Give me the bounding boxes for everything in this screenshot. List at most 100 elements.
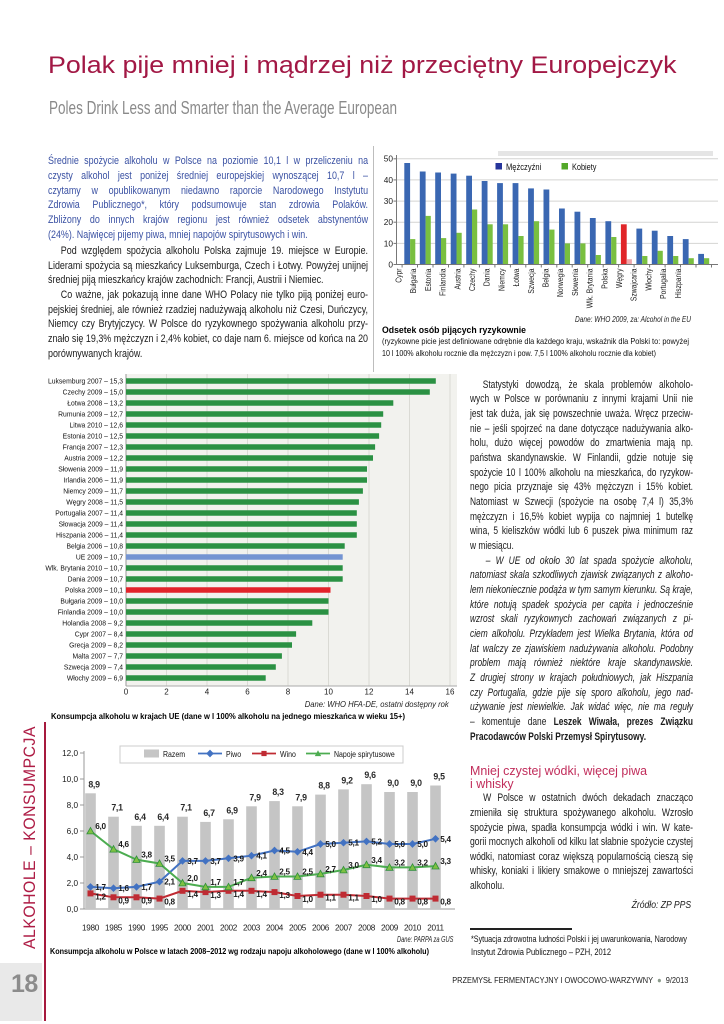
svg-text:Portugalia: Portugalia [658, 268, 668, 299]
svg-text:20: 20 [384, 217, 394, 227]
svg-text:Słowenia: Słowenia [570, 268, 580, 296]
svg-text:14: 14 [405, 688, 414, 697]
svg-text:2002: 2002 [220, 924, 238, 933]
svg-text:Wino: Wino [280, 749, 296, 759]
svg-text:Niemcy: Niemcy [497, 268, 507, 291]
svg-text:2,5: 2,5 [279, 868, 290, 877]
svg-text:Finlandia: Finlandia [438, 268, 448, 296]
svg-text:4,5: 4,5 [279, 847, 290, 856]
svg-text:9,5: 9,5 [433, 772, 445, 782]
svg-text:Hiszpania 2006 – 11,4: Hiszpania 2006 – 11,4 [56, 531, 123, 539]
svg-text:7,1: 7,1 [180, 803, 192, 813]
svg-text:Włochy: Włochy [644, 268, 654, 290]
svg-text:Wlk. Brytania: Wlk. Brytania [585, 268, 595, 308]
svg-text:Luksemburg 2007 – 15,3: Luksemburg 2007 – 15,3 [48, 377, 123, 385]
svg-text:0,8: 0,8 [417, 898, 428, 907]
svg-text:Napoje spirytusowe: Napoje spirytusowe [334, 749, 395, 759]
svg-text:12,0: 12,0 [62, 749, 78, 758]
svg-text:7,9: 7,9 [249, 792, 261, 802]
svg-text:Belgia: Belgia [541, 268, 551, 287]
svg-text:7,1: 7,1 [111, 803, 123, 813]
svg-text:4,4: 4,4 [302, 848, 313, 857]
svg-text:2,1: 2,1 [164, 878, 175, 887]
svg-text:1,1: 1,1 [348, 894, 359, 903]
svg-text:Austria: Austria [453, 268, 463, 290]
svg-text:Austria 2009 – 12,2: Austria 2009 – 12,2 [64, 454, 123, 462]
svg-text:1995: 1995 [151, 924, 169, 933]
svg-text:5,4: 5,4 [440, 835, 451, 844]
svg-text:1,4: 1,4 [187, 890, 198, 899]
svg-text:3,8: 3,8 [141, 851, 152, 860]
svg-text:3,4: 3,4 [371, 856, 382, 865]
svg-text:8: 8 [286, 688, 291, 697]
svg-text:Czechy 2009 – 15,0: Czechy 2009 – 15,0 [63, 388, 123, 396]
svg-text:Piwo: Piwo [226, 749, 241, 759]
svg-text:Szwajcaria: Szwajcaria [629, 268, 639, 301]
svg-text:7,9: 7,9 [295, 792, 307, 802]
svg-text:Rumunia 2009 – 12,7: Rumunia 2009 – 12,7 [58, 410, 123, 418]
svg-text:1,7: 1,7 [233, 878, 244, 887]
svg-text:1,6: 1,6 [118, 884, 129, 893]
svg-text:Dania: Dania [482, 268, 492, 286]
svg-text:1,3: 1,3 [210, 891, 221, 900]
svg-text:1,3: 1,3 [279, 891, 290, 900]
svg-text:Litwa 2010 – 12,6: Litwa 2010 – 12,6 [69, 421, 123, 429]
svg-text:UE 2009 – 10,7: UE 2009 – 10,7 [76, 553, 123, 561]
svg-text:Estonia: Estonia [423, 268, 433, 291]
svg-text:3,2: 3,2 [394, 858, 405, 867]
svg-text:2007: 2007 [335, 924, 353, 933]
svg-text:Irlandia 2006 – 11,9: Irlandia 2006 – 11,9 [64, 476, 123, 484]
svg-text:Słowacja 2009 – 11,4: Słowacja 2009 – 11,4 [59, 520, 123, 528]
svg-text:Szwecja: Szwecja [526, 268, 536, 294]
svg-text:Cypr: Cypr [394, 268, 404, 283]
svg-text:4,6: 4,6 [118, 840, 129, 849]
svg-text:3,7: 3,7 [210, 857, 221, 866]
svg-text:Wlk. Brytania 2010 – 10,7: Wlk. Brytania 2010 – 10,7 [45, 564, 123, 572]
svg-text:4,0: 4,0 [67, 853, 79, 862]
svg-text:0,8: 0,8 [394, 898, 405, 907]
svg-text:Słowenia 2009 – 11,9: Słowenia 2009 – 11,9 [58, 465, 123, 473]
svg-text:8,8: 8,8 [318, 781, 330, 791]
svg-text:5,2: 5,2 [371, 837, 382, 846]
svg-text:Finlandia 2009 – 10,0: Finlandia 2009 – 10,0 [58, 608, 123, 616]
svg-text:0: 0 [388, 259, 393, 269]
svg-text:5,0: 5,0 [325, 840, 336, 849]
svg-text:3,3: 3,3 [440, 857, 451, 866]
svg-text:9,0: 9,0 [387, 778, 399, 788]
svg-text:2011: 2011 [427, 924, 444, 933]
svg-text:Węgry 2008 – 11,5: Węgry 2008 – 11,5 [66, 498, 123, 506]
svg-text:8,9: 8,9 [88, 779, 100, 789]
svg-text:2005: 2005 [289, 924, 307, 933]
svg-text:8,3: 8,3 [272, 787, 284, 797]
svg-text:Bułgaria: Bułgaria [409, 268, 419, 293]
svg-text:10,0: 10,0 [62, 775, 78, 784]
svg-text:0: 0 [124, 688, 129, 697]
svg-text:1,4: 1,4 [233, 890, 244, 899]
svg-text:2004: 2004 [266, 924, 284, 933]
svg-text:Estonia 2010 – 12,5: Estonia 2010 – 12,5 [63, 432, 123, 440]
svg-text:2003: 2003 [243, 924, 261, 933]
svg-text:1,7: 1,7 [141, 883, 152, 892]
svg-text:10: 10 [384, 238, 394, 248]
svg-text:2,0: 2,0 [67, 879, 79, 888]
svg-text:4,1: 4,1 [256, 852, 267, 861]
svg-text:Malta 2007 – 7,7: Malta 2007 – 7,7 [72, 652, 123, 660]
svg-text:1,0: 1,0 [302, 895, 313, 904]
svg-text:3,2: 3,2 [417, 858, 428, 867]
svg-text:1985: 1985 [105, 924, 123, 933]
svg-text:Łotwa 2008 – 13,2: Łotwa 2008 – 13,2 [67, 399, 123, 407]
svg-text:2,7: 2,7 [325, 865, 336, 874]
svg-text:Szwecja 2009 – 7,4: Szwecja 2009 – 7,4 [64, 663, 123, 671]
svg-text:Hiszpania: Hiszpania [673, 268, 683, 298]
svg-text:Belgia 2006 – 10,8: Belgia 2006 – 10,8 [66, 542, 123, 550]
svg-text:Kobiety: Kobiety [572, 162, 597, 172]
svg-text:30: 30 [384, 196, 394, 206]
svg-text:10: 10 [324, 688, 333, 697]
svg-text:0,8: 0,8 [164, 898, 175, 907]
svg-text:Polska: Polska [600, 268, 610, 289]
svg-text:0,9: 0,9 [118, 896, 129, 905]
svg-text:1,4: 1,4 [256, 890, 267, 899]
svg-text:6,0: 6,0 [95, 822, 106, 831]
svg-text:9,6: 9,6 [364, 770, 376, 780]
svg-text:Francja 2007 – 12,3: Francja 2007 – 12,3 [63, 443, 123, 451]
